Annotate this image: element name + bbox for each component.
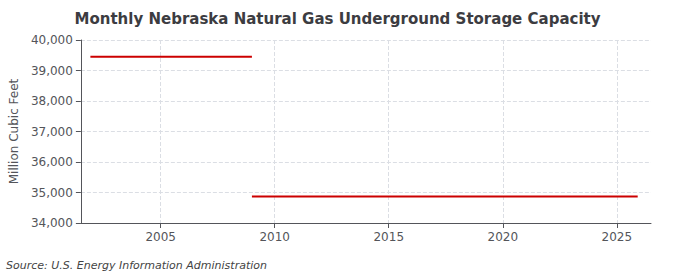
svg-text:Million Cubic Feet: Million Cubic Feet: [7, 78, 21, 184]
svg-text:39,000: 39,000: [31, 64, 73, 78]
svg-text:Monthly Nebraska Natural Gas U: Monthly Nebraska Natural Gas Underground…: [75, 10, 601, 28]
svg-text:40,000: 40,000: [31, 33, 73, 47]
svg-text:35,000: 35,000: [31, 186, 73, 200]
svg-text:34,000: 34,000: [31, 216, 73, 230]
svg-text:2010: 2010: [259, 230, 290, 244]
svg-text:2025: 2025: [602, 230, 633, 244]
svg-text:37,000: 37,000: [31, 125, 73, 139]
svg-text:2005: 2005: [145, 230, 176, 244]
svg-text:2015: 2015: [373, 230, 404, 244]
svg-text:36,000: 36,000: [31, 155, 73, 169]
svg-text:2020: 2020: [487, 230, 518, 244]
svg-text:38,000: 38,000: [31, 94, 73, 108]
svg-text:Source: U.S. Energy Informatio: Source: U.S. Energy Information Administ…: [6, 259, 267, 272]
